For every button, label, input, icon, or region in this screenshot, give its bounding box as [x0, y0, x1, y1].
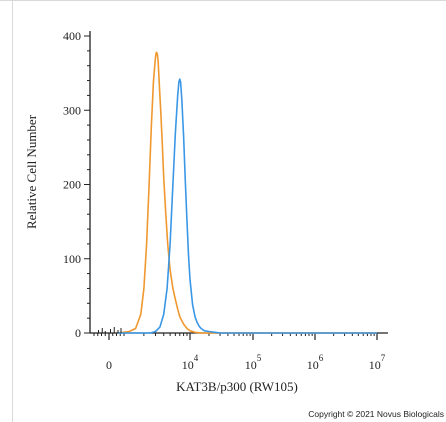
- histogram-series-2: [118, 78, 377, 334]
- x-tick-label: 105: [245, 353, 262, 372]
- x-tick-label: 104: [182, 353, 199, 372]
- histogram-series-1: [117, 51, 377, 334]
- x-axis-label: KAT3B/p300 (RW105): [176, 379, 298, 394]
- y-axis-label: Relative Cell Number: [24, 114, 39, 229]
- y-tick-label: 400: [63, 29, 81, 43]
- x-tick-label: 106: [307, 353, 324, 372]
- frame-left-border: [12, 0, 13, 422]
- x-tick-label: 0: [106, 358, 112, 372]
- y-tick-label: 200: [63, 178, 81, 192]
- x-tick-label: 107: [369, 353, 386, 372]
- chart-axes: 0 100 200 300 400 0 104 105 106 107: [63, 29, 388, 372]
- y-tick-label: 300: [63, 103, 81, 117]
- copyright-notice: Copyright © 2021 Novus Biologicals: [308, 409, 444, 419]
- y-tick-label: 100: [63, 252, 81, 266]
- chart-series: [98, 51, 377, 334]
- y-tick-label: 0: [75, 326, 81, 340]
- frame-top-border: [0, 0, 446, 1]
